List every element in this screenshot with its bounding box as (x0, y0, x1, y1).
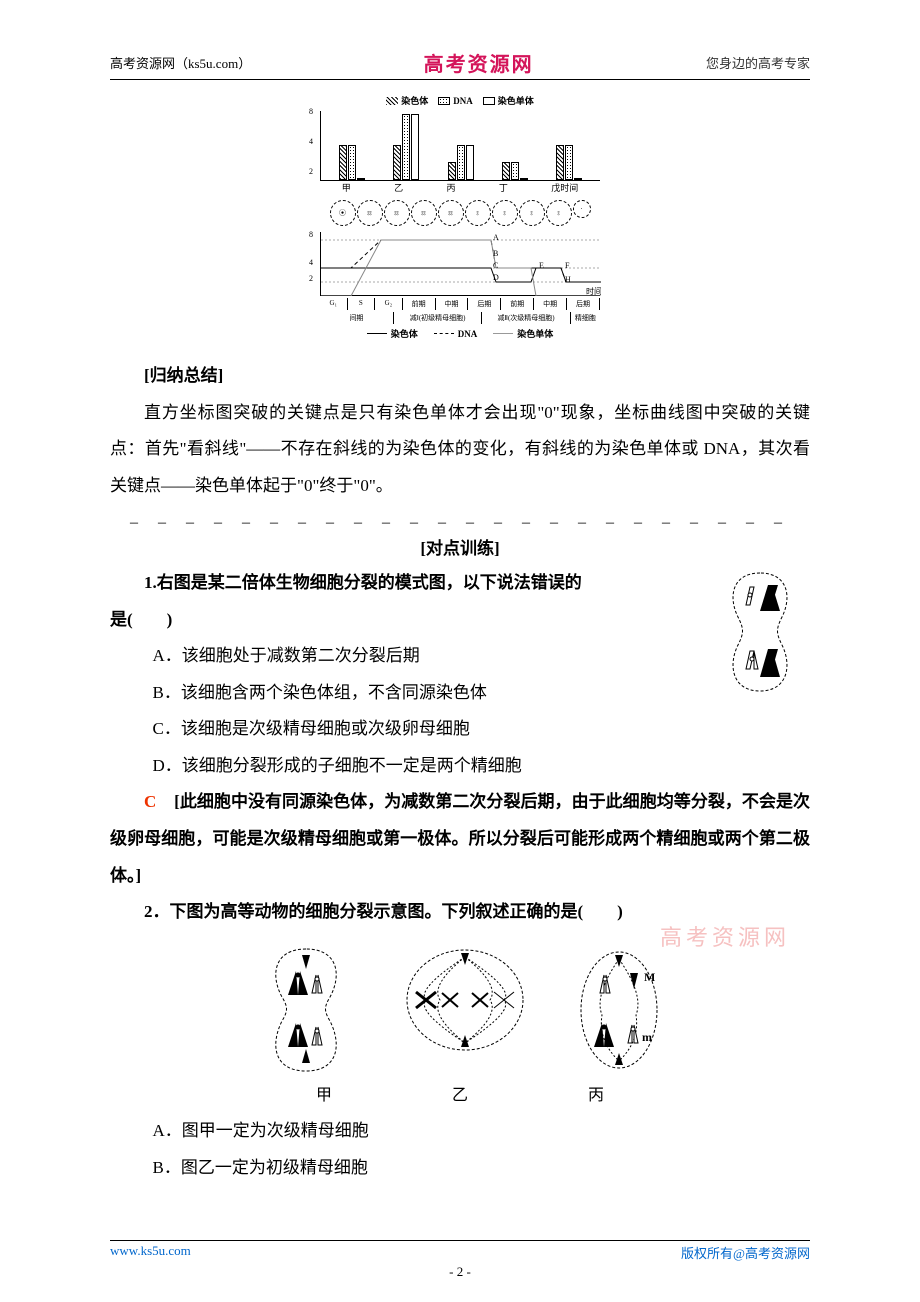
cell-8: ⦂ (519, 200, 545, 226)
summary-head: [归纳总结] (110, 358, 810, 395)
cell-diagram-row: ⦿ ⦂⦂ ⦂⦂ ⦂⦂ ⦂⦂ ⦂ ⦂ ⦂ ⦂ · (320, 200, 600, 226)
swatch-dna (438, 97, 450, 105)
line-chart: 2 4 8 A B C D E F H 时间 (320, 232, 600, 296)
svg-text:B: B (493, 249, 498, 258)
q2-fig-labels: 甲 乙 丙 (110, 1079, 810, 1113)
question-2: 2．下图为高等动物的细胞分裂示意图。下列叙述正确的是( ) (110, 894, 810, 1186)
page-number: - 2 - (0, 1264, 920, 1280)
divider-dashes: – – – – – – – – – – – – – – – – – – – – … (110, 514, 810, 528)
legend-chromosome: 染色体 (401, 94, 428, 107)
svg-text:A: A (493, 233, 499, 242)
phase-row-detail: G₁ S G₂ 前期 中期 后期 前期 中期 后期 (320, 298, 600, 310)
svg-text:H: H (565, 275, 571, 284)
line-legend: 染色体 DNA 染色单体 (320, 327, 600, 340)
swatch-chromatid (483, 97, 495, 105)
cell-5: ⦂⦂ (438, 200, 464, 226)
q2-stem: 2．下图为高等动物的细胞分裂示意图。下列叙述正确的是( ) (110, 894, 810, 931)
cell-2: ⦂⦂ (357, 200, 383, 226)
q1-stem-b: 是( ) (110, 602, 810, 639)
ytick-4: 4 (309, 137, 313, 146)
svg-text:D: D (493, 273, 499, 282)
cell-7: ⦂ (492, 200, 518, 226)
footer-url: www.ks5u.com (110, 1243, 191, 1262)
q2-opt-a: A．图甲一定为次级精母细胞 (110, 1113, 810, 1150)
q1-answer: C [此细胞中没有同源染色体，为减数第二次分裂后期，由于此细胞均等分裂，不会是次… (110, 784, 810, 894)
q2-label-yi: 乙 (452, 1079, 468, 1113)
q2-figures: M m (110, 945, 810, 1075)
summary-p1: 直方坐标图突破的关键点是只有染色单体才会出现"0"现象，坐标曲线图中突破的关键点… (110, 395, 810, 505)
svg-text:m: m (642, 1030, 652, 1044)
svg-text:F: F (565, 261, 570, 270)
page-footer: www.ks5u.com 版权所有@高考资源网 (110, 1240, 810, 1262)
q1-opt-d: D．该细胞分裂形成的子细胞不一定是两个精细胞 (110, 748, 810, 785)
summary-block: [归纳总结] 直方坐标图突破的关键点是只有染色单体才会出现"0"现象，坐标曲线图… (110, 358, 810, 504)
q2-fig-bing: M m (574, 945, 664, 1075)
ytick-8: 8 (309, 107, 313, 116)
q1-answer-letter: C (144, 792, 156, 811)
q1-opt-a: A．该细胞处于减数第二次分裂后期 (110, 638, 810, 675)
phase-row-group: 间期 减Ⅰ(初级精母细胞) 减Ⅱ(次级精母细胞) 精细胞 (320, 312, 600, 324)
cell-10: · (573, 200, 591, 218)
header-left: 高考资源网（ks5u.com） (110, 53, 251, 72)
question-1: 1.右图是某二倍体生物细胞分裂的模式图，以下说法错误的 是( ) A．该细胞处于… (110, 565, 810, 894)
cell-9: ⦂ (546, 200, 572, 226)
q2-fig-jia (256, 945, 356, 1075)
svg-text:时间: 时间 (586, 286, 601, 296)
legend-chromatid: 染色单体 (498, 94, 534, 107)
q1-opt-b: B．该细胞含两个染色体组，不含同源染色体 (110, 675, 810, 712)
footer-copyright: 版权所有@高考资源网 (681, 1243, 810, 1262)
bar-chart: 2 4 8 (320, 111, 600, 181)
swatch-chromosome (386, 97, 398, 105)
q1-stem-a: 1.右图是某二倍体生物细胞分裂的模式图，以下说法错误的 (110, 565, 810, 602)
q1-opt-c: C．该细胞是次级精母细胞或次级卵母细胞 (110, 711, 810, 748)
legend-dna: DNA (453, 96, 473, 106)
page-header: 高考资源网（ks5u.com） 高考资源网 您身边的高考专家 (110, 48, 810, 80)
header-center-logo: 高考资源网 (424, 48, 534, 77)
cell-3: ⦂⦂ (384, 200, 410, 226)
q1-figure (720, 569, 810, 699)
header-right: 您身边的高考专家 (706, 53, 810, 72)
q2-label-bing: 丙 (588, 1079, 604, 1113)
training-head: [对点训练] (110, 534, 810, 559)
cell-6: ⦂ (465, 200, 491, 226)
bar-xlabels: 甲 乙 丙 丁 戊时间 (320, 181, 600, 194)
q1-answer-text: [此细胞中没有同源染色体，为减数第二次分裂后期，由于此细胞均等分裂，不会是次级卵… (110, 792, 810, 884)
q2-label-jia: 甲 (316, 1079, 332, 1113)
q2-opt-b: B．图乙一定为初级精母细胞 (110, 1150, 810, 1187)
cell-4: ⦂⦂ (411, 200, 437, 226)
svg-text:C: C (493, 261, 498, 270)
svg-text:M: M (644, 970, 655, 984)
ytick-2: 2 (309, 167, 313, 176)
bar-legend: 染色体 DNA 染色单体 (310, 94, 610, 107)
q2-fig-yi (400, 945, 530, 1055)
figure-meiosis-chart: 染色体 DNA 染色单体 2 4 8 甲 乙 丙 丁 戊时间 ⦿ ⦂⦂ (310, 94, 610, 340)
svg-text:E: E (539, 261, 544, 270)
cell-1: ⦿ (330, 200, 356, 226)
